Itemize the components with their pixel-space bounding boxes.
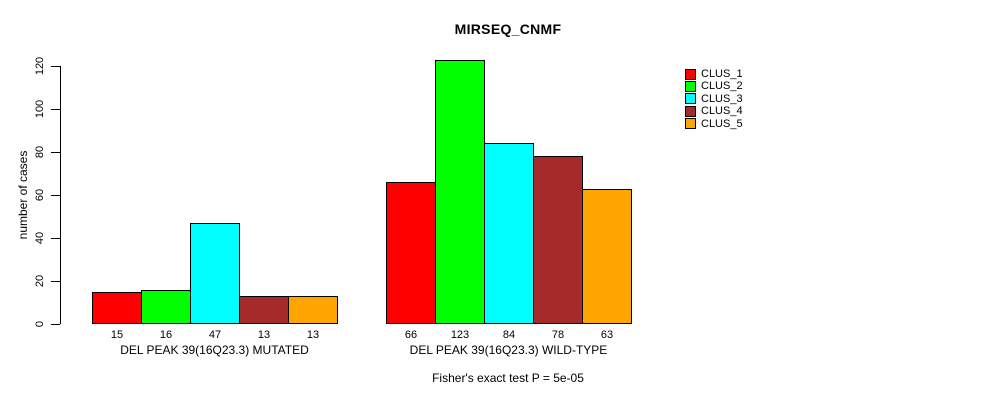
legend-item-clus_1: CLUS_1: [685, 68, 743, 80]
y-tick: [51, 280, 60, 282]
y-tick-label: 20: [34, 274, 46, 288]
legend-label: CLUS_1: [701, 68, 743, 80]
bar-value-label: 47: [208, 329, 222, 341]
bar-value-label: 123: [450, 329, 470, 341]
bar-clus_1-group2: [386, 182, 436, 324]
legend-swatch-clus_3: [685, 93, 696, 105]
bar-value-label: 15: [110, 329, 124, 341]
bar-clus_5-group2: [582, 189, 632, 324]
bar-value-label: 78: [551, 329, 565, 341]
y-tick: [51, 194, 60, 196]
bar-clus_2-group1: [141, 290, 191, 324]
legend-label: CLUS_3: [701, 92, 743, 105]
bar-clus_2-group2: [435, 60, 485, 324]
bar-clus_4-group2: [533, 156, 583, 324]
y-axis-line: [60, 66, 61, 324]
y-tick: [51, 237, 60, 239]
legend-item-clus_3: CLUS_3: [685, 93, 743, 105]
y-tick: [51, 323, 60, 325]
bar-value-label: 16: [159, 329, 173, 341]
y-tick: [51, 151, 60, 153]
y-tick-label: 80: [34, 145, 46, 159]
chart-title: MIRSEQ_CNMF: [454, 21, 562, 37]
bar-value-label: 63: [600, 329, 614, 341]
bar-clus_5-group1: [288, 296, 338, 324]
bar-value-label: 66: [404, 329, 418, 341]
y-axis-label: number of cases: [16, 150, 30, 240]
bar-value-label: 84: [502, 329, 516, 341]
y-tick: [51, 65, 60, 67]
y-tick: [51, 108, 60, 110]
bar-clus_3-group2: [484, 143, 534, 324]
y-tick-label: 100: [34, 99, 46, 119]
legend-item-clus_2: CLUS_2: [685, 80, 743, 92]
y-tick-label: 40: [34, 231, 46, 245]
x-axis-group-label: DEL PEAK 39(16Q23.3) MUTATED: [120, 343, 309, 357]
legend-item-clus_5: CLUS_5: [685, 118, 743, 130]
legend-swatch-clus_5: [685, 118, 696, 130]
legend-item-clus_4: CLUS_4: [685, 105, 743, 117]
bar-clus_4-group1: [239, 296, 289, 324]
legend-label: CLUS_5: [701, 117, 743, 130]
legend-swatch-clus_1: [685, 68, 696, 80]
x-axis-group-label: DEL PEAK 39(16Q23.3) WILD-TYPE: [409, 343, 608, 357]
y-tick-label: 120: [34, 56, 46, 76]
y-tick-label: 0: [34, 320, 46, 328]
legend-label: CLUS_2: [701, 80, 743, 93]
y-tick-label: 60: [34, 188, 46, 202]
bar-value-label: 13: [306, 329, 320, 341]
bar-clus_1-group1: [92, 292, 142, 324]
legend-swatch-clus_4: [685, 105, 696, 117]
bar-clus_3-group1: [190, 223, 240, 324]
legend-swatch-clus_2: [685, 80, 696, 92]
legend-label: CLUS_4: [701, 105, 743, 118]
fisher-test-note: Fisher's exact test P = 5e-05: [432, 371, 584, 385]
bar-value-label: 13: [257, 329, 271, 341]
